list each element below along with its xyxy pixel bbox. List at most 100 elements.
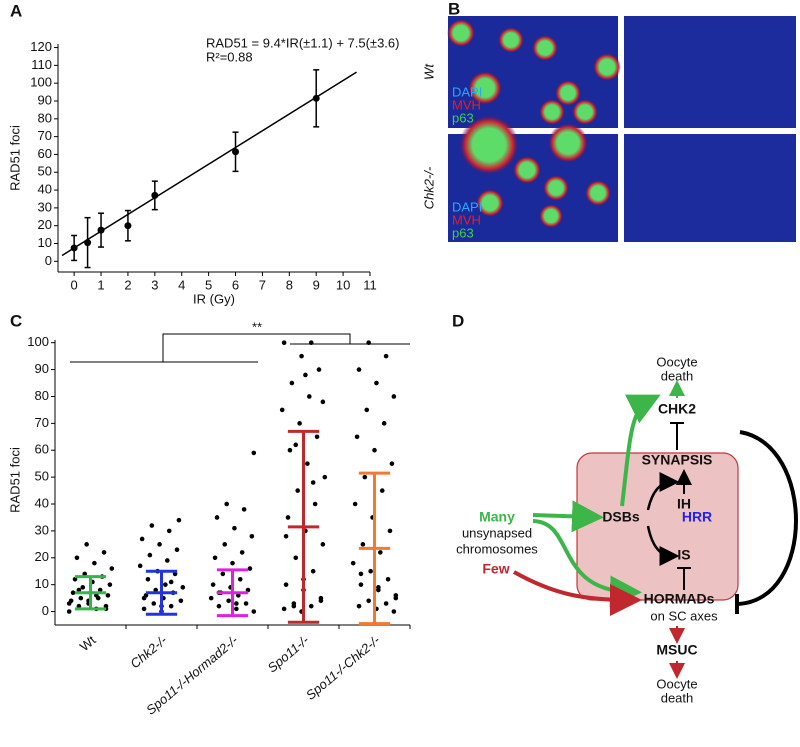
- y-tick-label: 30: [35, 522, 49, 537]
- point: [391, 394, 397, 399]
- point: [243, 601, 249, 606]
- y-tick-label: 100: [30, 75, 52, 90]
- diagram: [513, 380, 798, 679]
- point: [147, 552, 153, 558]
- point: [283, 582, 289, 587]
- point: [210, 582, 216, 587]
- hrr-box: [576, 452, 739, 601]
- point: [151, 191, 159, 199]
- y-tick-label: 50: [35, 469, 49, 484]
- point: [208, 595, 214, 601]
- point: [92, 560, 97, 566]
- stain-label: MVH: [452, 212, 481, 227]
- point: [80, 585, 86, 590]
- x-tick-label: 6: [232, 277, 239, 292]
- point: [153, 587, 158, 593]
- stain-label: MVH: [452, 97, 481, 112]
- x-tick-label: 7: [259, 277, 266, 292]
- node-label: unsynapsed: [462, 525, 532, 540]
- bracket: [70, 333, 410, 363]
- node-label: Oocyte: [656, 354, 697, 369]
- point: [378, 550, 383, 555]
- point: [312, 94, 320, 102]
- point: [251, 609, 257, 614]
- y-tick-label: 10: [38, 235, 52, 250]
- point: [356, 367, 362, 372]
- point: [297, 421, 302, 426]
- y-tick-label: 50: [38, 164, 52, 179]
- row-label: Wt: [421, 63, 436, 80]
- y-axis-label: RAD51 foci: [7, 125, 22, 191]
- point: [308, 340, 314, 345]
- point: [97, 587, 103, 593]
- point: [307, 394, 312, 399]
- y-tick-label: 0: [42, 603, 49, 618]
- stain-label: DAPI: [452, 84, 482, 99]
- point: [84, 542, 89, 547]
- point: [379, 488, 385, 493]
- y-tick-label: 10: [35, 576, 49, 591]
- y-tick-label: 80: [35, 388, 49, 403]
- point: [149, 523, 155, 528]
- point: [180, 585, 186, 590]
- point: [310, 568, 316, 574]
- point: [247, 566, 253, 571]
- y-tick-label: 60: [38, 146, 52, 161]
- point: [352, 501, 358, 507]
- point: [320, 542, 326, 547]
- point: [391, 609, 397, 614]
- x-tick-label: 11: [363, 277, 377, 292]
- point: [157, 542, 162, 547]
- y-tick-label: 110: [31, 57, 52, 72]
- point: [285, 515, 291, 520]
- x-tick-label: 2: [124, 277, 131, 292]
- point: [124, 222, 132, 230]
- point: [316, 367, 322, 372]
- x-tick-label: 1: [97, 277, 104, 292]
- point: [234, 606, 239, 612]
- point: [101, 550, 107, 555]
- x-tick-label: 3: [151, 277, 158, 292]
- point: [174, 547, 180, 553]
- point: [293, 442, 299, 448]
- panel-label: A: [10, 1, 22, 20]
- point: [139, 536, 145, 542]
- y-tick-label: 70: [38, 128, 52, 143]
- node-label: HRR: [682, 509, 712, 525]
- y-tick-label: 60: [35, 442, 49, 457]
- point: [283, 533, 289, 539]
- point: [354, 434, 360, 440]
- y-tick-label: 120: [30, 39, 52, 54]
- x-tick-label: Wt: [77, 632, 99, 654]
- point: [358, 571, 364, 577]
- point: [230, 560, 235, 566]
- point: [385, 576, 391, 582]
- r-squared: R²=0.88: [206, 49, 253, 64]
- point: [291, 603, 297, 609]
- point: [76, 587, 82, 593]
- point: [237, 576, 243, 582]
- panel-label: D: [452, 311, 464, 330]
- point: [216, 603, 222, 609]
- point: [78, 595, 84, 601]
- image: [624, 134, 796, 242]
- fit-line: [61, 71, 357, 257]
- point: [151, 601, 157, 606]
- point: [226, 598, 231, 604]
- stain-label: p63: [452, 110, 474, 125]
- x-tick-label: Spo11-/-: [265, 632, 313, 675]
- point: [289, 380, 295, 386]
- point: [362, 474, 368, 480]
- node-label: death: [661, 368, 694, 383]
- point: [141, 606, 147, 612]
- point: [368, 568, 373, 574]
- point: [305, 461, 310, 466]
- node-label: chromosomes: [456, 541, 538, 556]
- point: [310, 480, 316, 485]
- point: [82, 571, 87, 577]
- point: [364, 407, 370, 413]
- point: [178, 598, 184, 604]
- point: [94, 593, 99, 598]
- point: [172, 571, 178, 577]
